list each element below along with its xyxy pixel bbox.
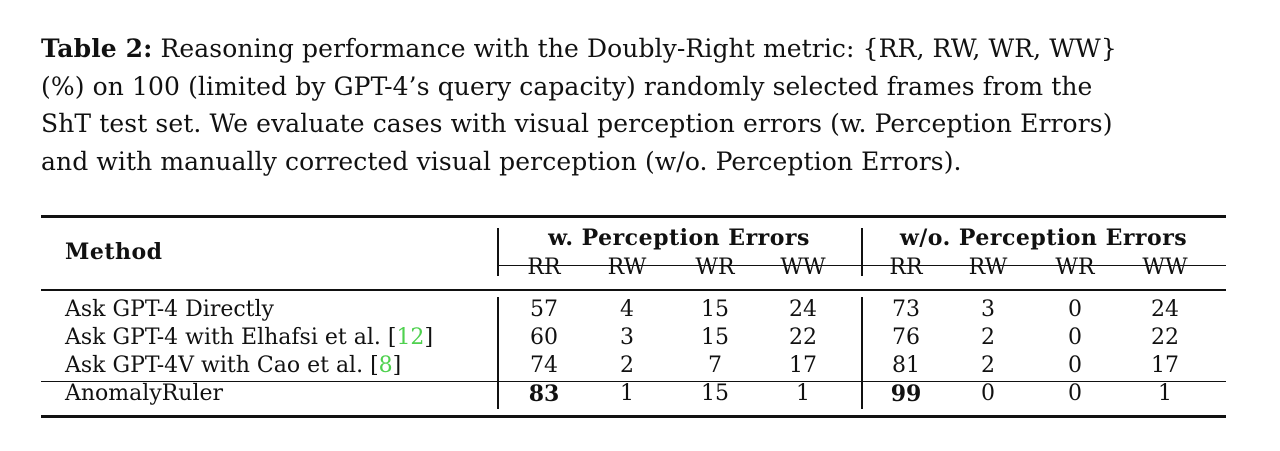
caption-label: Table 2: — [41, 34, 153, 63]
subcol-header-ww: WW — [780, 255, 826, 280]
table-cell: 7 — [708, 353, 722, 378]
citation-link[interactable]: 8 — [378, 353, 393, 378]
method-cell: AnomalyRuler — [65, 381, 223, 406]
table-cell: 0 — [1068, 297, 1082, 322]
table-cell: 83 — [528, 381, 560, 407]
method-cell: Ask GPT-4V with Cao et al. [8] — [65, 353, 401, 378]
table-cell: 1 — [620, 381, 634, 406]
group-header-with-errors: w. Perception Errors — [548, 225, 810, 251]
method-name: Ask GPT-4 Directly — [65, 297, 274, 322]
method-header: Method — [65, 239, 163, 265]
table-cell: 15 — [701, 325, 729, 350]
vline-group-header — [861, 228, 863, 276]
method-name: Ask GPT-4V with Cao et al. [ — [65, 353, 379, 378]
table-cell: 60 — [530, 325, 558, 350]
citation-link[interactable]: 12 — [396, 325, 425, 350]
group-header-without-errors: w/o. Perception Errors — [899, 225, 1188, 251]
table-cell: 57 — [530, 297, 558, 322]
method-cell: Ask GPT-4 with Elhafsi et al. [12] — [65, 325, 433, 350]
table-caption: Table 2: Reasoning performance with the … — [41, 30, 1231, 180]
table-cell: 76 — [892, 325, 920, 350]
caption-line-2: (%) on 100 (limited by GPT-4’s query cap… — [41, 71, 1093, 101]
table-cell: 2 — [620, 353, 634, 378]
top-rule — [41, 215, 1226, 218]
table-cell: 17 — [789, 353, 817, 378]
table-cell: 15 — [701, 381, 729, 406]
table-cell: 17 — [1151, 353, 1179, 378]
table-cell: 3 — [981, 297, 995, 322]
table-cell: 22 — [1151, 325, 1179, 350]
bottom-rule — [41, 415, 1226, 418]
table-cell: 0 — [1068, 381, 1082, 406]
subcol-header-rr: RR — [527, 255, 561, 280]
table-cell: 0 — [1068, 325, 1082, 350]
citation-bracket: ] — [392, 353, 402, 378]
vline-method-body — [497, 297, 499, 409]
subcol-header-wr: WR — [1055, 255, 1095, 280]
vline-group-body — [861, 297, 863, 409]
table-cell: 24 — [789, 297, 817, 322]
table-cell: 99 — [890, 381, 922, 407]
method-name: Ask GPT-4 with Elhafsi et al. [ — [65, 325, 397, 350]
caption-line-4: and with manually corrected visual perce… — [41, 146, 962, 176]
table-cell: 3 — [620, 325, 634, 350]
subcol-header-rr: RR — [889, 255, 923, 280]
subcol-header-rw: RW — [607, 255, 647, 280]
vline-method-header — [497, 228, 499, 276]
method-name: AnomalyRuler — [65, 381, 224, 406]
mid-rule — [41, 381, 1226, 383]
table-cell: 73 — [892, 297, 920, 322]
table-cell: 0 — [1068, 353, 1082, 378]
subcol-header-ww: WW — [1142, 255, 1188, 280]
citation-bracket: ] — [424, 325, 434, 350]
table-cell: 0 — [981, 381, 995, 406]
table-cell: 1 — [1158, 381, 1172, 406]
header-rule — [41, 289, 1226, 291]
caption-line-1: Reasoning performance with the Doubly-Ri… — [160, 34, 1117, 63]
table-cell: 1 — [796, 381, 810, 406]
table-cell: 24 — [1151, 297, 1179, 322]
table-cell: 2 — [981, 353, 995, 378]
subcol-header-rw: RW — [968, 255, 1008, 280]
table-cell: 81 — [892, 353, 920, 378]
table-cell: 74 — [530, 353, 558, 378]
table-cell: 15 — [701, 297, 729, 322]
table-cell: 4 — [620, 297, 634, 322]
subcol-header-wr: WR — [695, 255, 735, 280]
table-cell: 2 — [981, 325, 995, 350]
table-cell: 22 — [789, 325, 817, 350]
caption-line-3: ShT test set. We evaluate cases with vis… — [41, 109, 1113, 138]
method-cell: Ask GPT-4 Directly — [65, 297, 274, 322]
